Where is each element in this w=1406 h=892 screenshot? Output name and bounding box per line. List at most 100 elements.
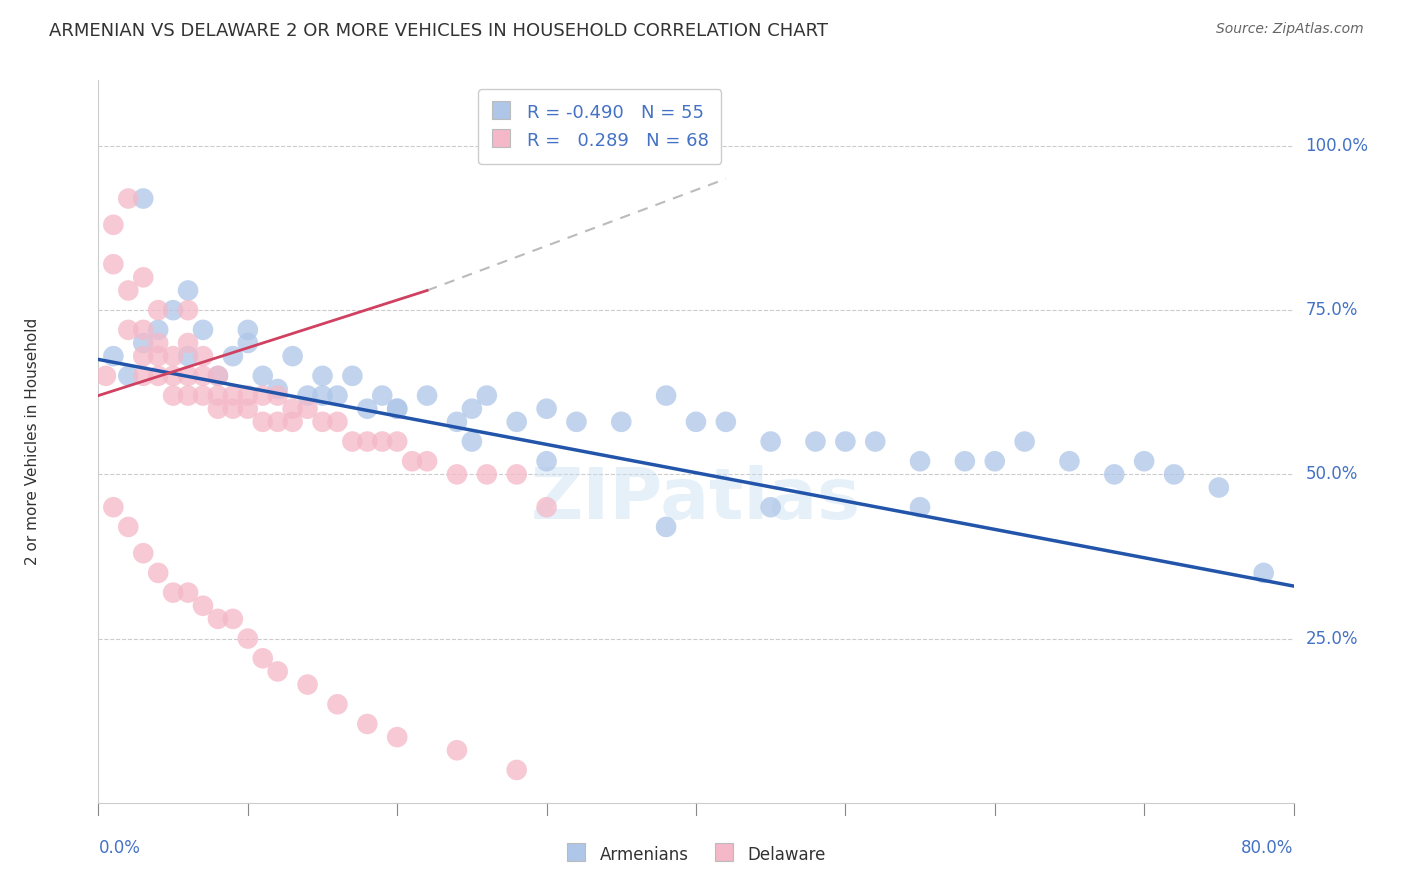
Point [536,454,558,468]
Point [385,730,409,744]
Point [1014,434,1036,449]
Point [191,368,214,383]
Point [714,415,737,429]
Point [162,349,184,363]
Point [132,336,155,351]
Point [236,632,259,646]
Text: 50.0%: 50.0% [1306,466,1358,483]
Point [117,323,139,337]
Point [342,368,364,383]
Point [132,270,155,285]
Point [446,467,468,482]
Point [132,323,155,337]
Point [326,388,349,402]
Point [865,434,887,449]
Point [297,677,319,691]
Point [103,500,125,515]
Point [446,743,468,757]
Point [177,336,200,351]
Point [162,368,184,383]
Point [148,368,170,383]
Point [1104,467,1126,482]
Point [148,566,170,580]
Point [236,401,259,416]
Point [356,434,378,449]
Point [191,599,214,613]
Point [416,388,439,402]
Point [655,520,678,534]
Point [252,651,274,665]
Point [148,303,170,318]
Point [117,284,139,298]
Point [191,323,214,337]
Point [117,520,139,534]
Point [953,454,976,468]
Point [132,349,155,363]
Point [132,192,155,206]
Point [207,401,229,416]
Point [1253,566,1275,580]
Point [461,434,484,449]
Point [416,454,439,468]
Point [475,388,498,402]
Point [267,665,290,679]
Point [401,454,423,468]
Point [148,336,170,351]
Point [162,585,184,599]
Point [326,415,349,429]
Point [506,415,529,429]
Point [177,368,200,383]
Point [191,349,214,363]
Point [252,415,274,429]
Point [148,323,170,337]
Point [759,500,782,515]
Point [207,368,229,383]
Point [207,368,229,383]
Point [371,434,394,449]
Point [252,388,274,402]
Point [475,467,498,482]
Point [103,349,125,363]
Text: 25.0%: 25.0% [1306,630,1358,648]
Point [281,401,304,416]
Point [506,467,529,482]
Point [297,388,319,402]
Point [117,368,139,383]
Point [236,323,259,337]
Point [222,401,245,416]
Point [281,415,304,429]
Point [177,388,200,402]
Point [655,388,678,402]
Point [610,415,633,429]
Point [162,388,184,402]
Point [506,763,529,777]
Point [536,401,558,416]
Text: 2 or more Vehicles in Household: 2 or more Vehicles in Household [25,318,41,566]
Point [177,303,200,318]
Point [385,401,409,416]
Point [356,401,378,416]
Point [281,349,304,363]
Point [804,434,827,449]
Point [94,368,117,383]
Point [117,192,139,206]
Point [446,415,468,429]
Text: 80.0%: 80.0% [1241,838,1294,857]
Point [132,546,155,560]
Point [103,218,125,232]
Point [311,368,333,383]
Point [222,388,245,402]
Point [834,434,856,449]
Point [326,698,349,712]
Point [132,368,155,383]
Point [222,349,245,363]
Point [236,388,259,402]
Text: ARMENIAN VS DELAWARE 2 OR MORE VEHICLES IN HOUSEHOLD CORRELATION CHART: ARMENIAN VS DELAWARE 2 OR MORE VEHICLES … [49,22,828,40]
Point [177,585,200,599]
Point [177,284,200,298]
Point [297,401,319,416]
Point [267,382,290,396]
Text: 75.0%: 75.0% [1306,301,1358,319]
Point [565,415,588,429]
Legend: Armenians, Delaware: Armenians, Delaware [557,835,835,874]
